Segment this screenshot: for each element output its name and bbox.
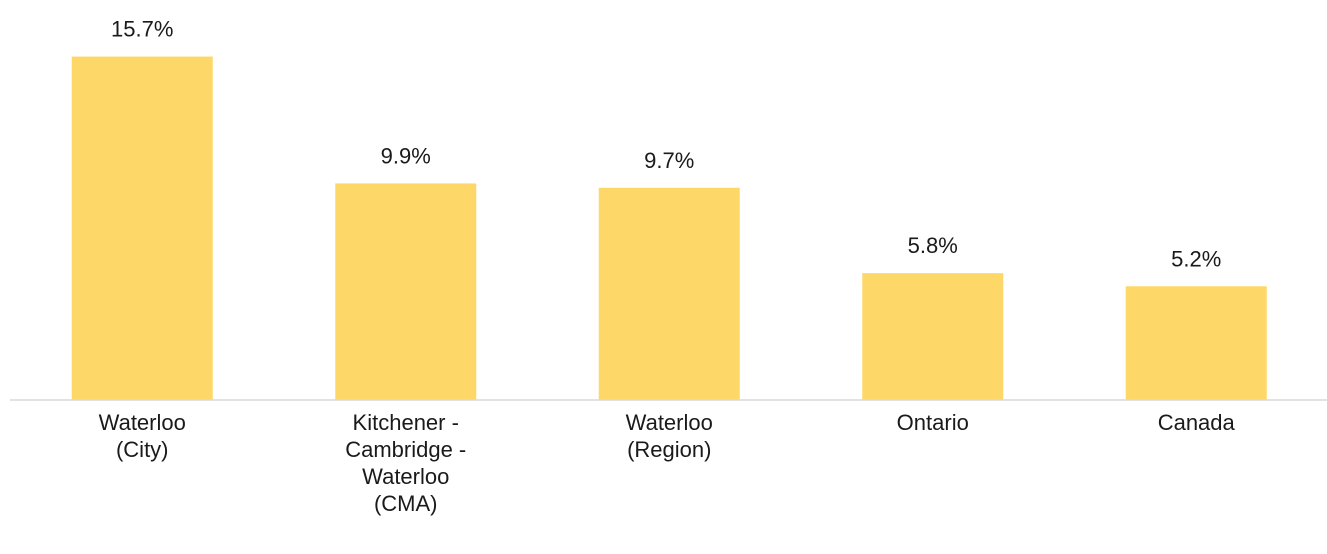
x-tick-label: Waterloo (Region) xyxy=(626,410,713,462)
data-label: 5.2% xyxy=(1171,246,1221,271)
x-tick-label-line: Cambridge - xyxy=(345,437,466,462)
x-tick-label-line: Waterloo xyxy=(99,410,186,435)
data-label: 15.7% xyxy=(111,17,173,42)
x-tick-label-line: Canada xyxy=(1158,410,1236,435)
bar xyxy=(862,273,1004,400)
x-tick-label: Kitchener -Cambridge -Waterloo (CMA) xyxy=(345,410,466,516)
x-tick-label-line: Kitchener - xyxy=(353,410,459,435)
bar xyxy=(1125,286,1267,400)
x-tick-label-line: Waterloo xyxy=(626,410,713,435)
x-tick-label: Waterloo (City) xyxy=(99,410,186,462)
x-tick-label-line: Ontario xyxy=(897,410,969,435)
data-label: 9.7% xyxy=(644,148,694,173)
x-tick-label: Canada xyxy=(1158,410,1236,435)
data-label: 5.8% xyxy=(908,233,958,258)
x-tick-label-line: (CMA) xyxy=(374,491,438,516)
bar xyxy=(335,183,477,400)
x-tick-label-line: (Region) xyxy=(627,437,711,462)
bar xyxy=(71,56,213,400)
x-tick-label-line: Waterloo xyxy=(362,464,449,489)
bar xyxy=(598,187,740,400)
x-tick-label-line: (City) xyxy=(116,437,169,462)
data-label: 9.9% xyxy=(381,143,431,168)
x-tick-label: Ontario xyxy=(897,410,969,435)
